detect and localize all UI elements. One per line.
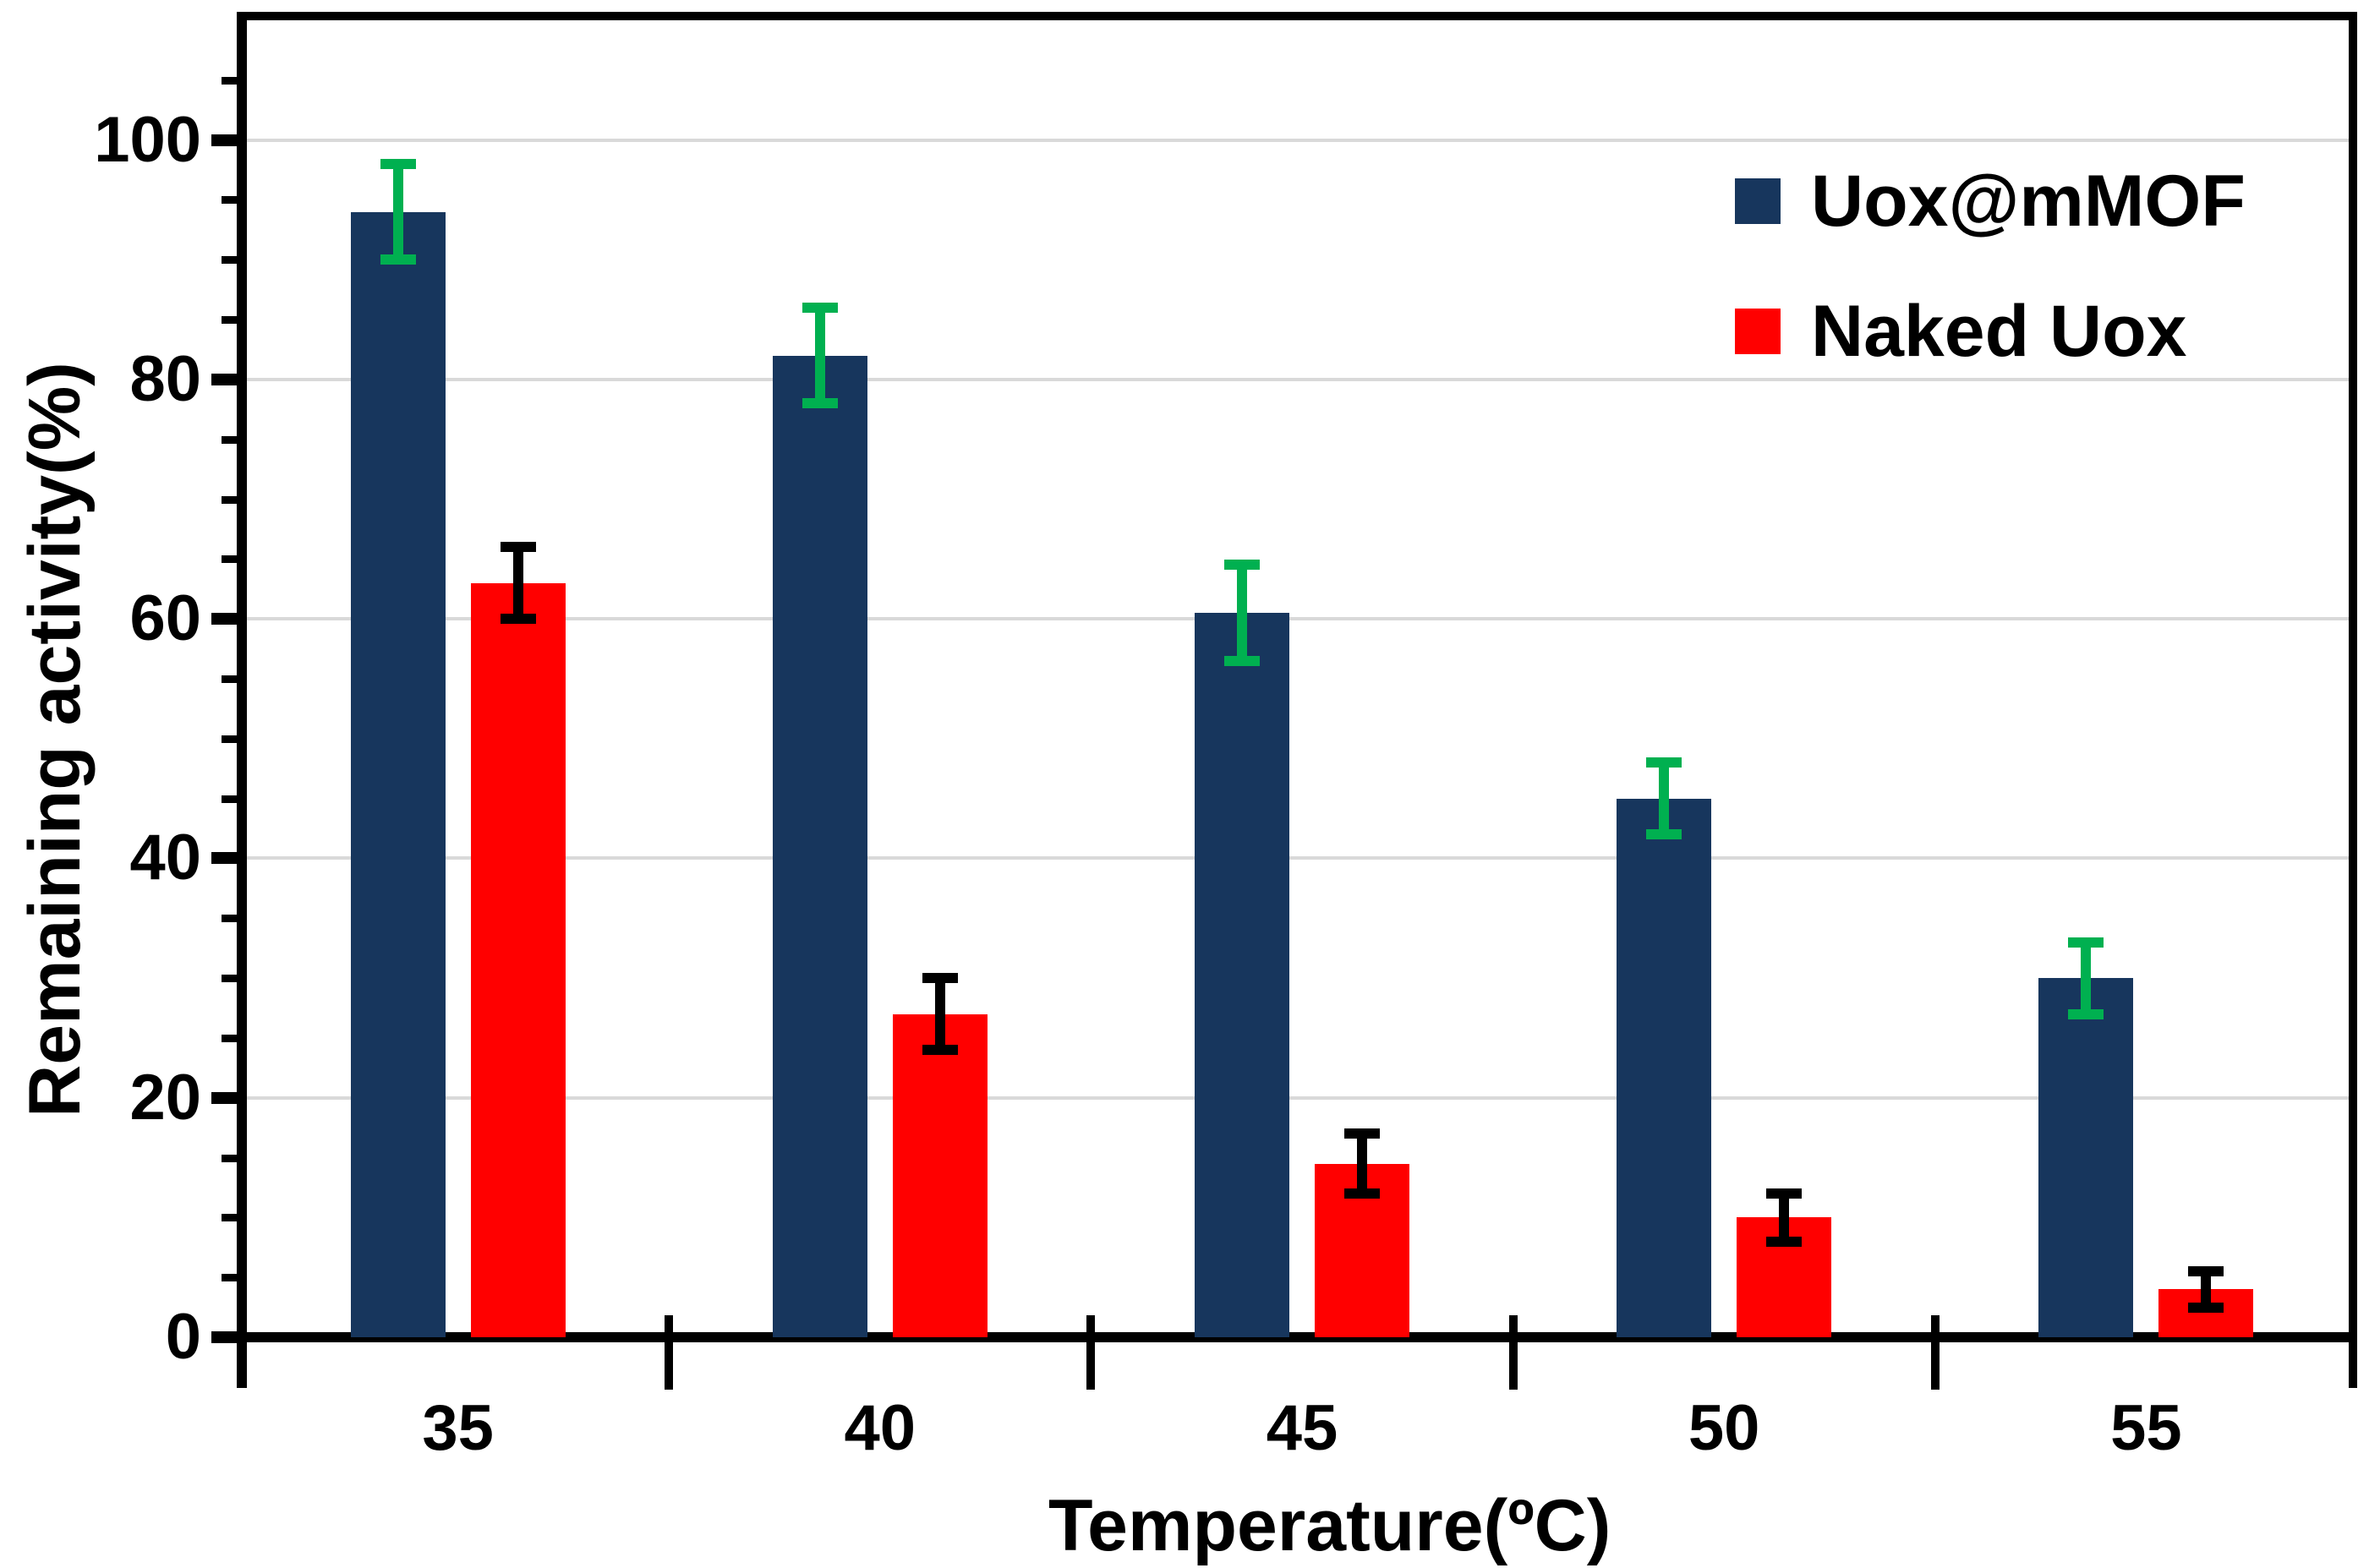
- plot-right-border: [2349, 12, 2357, 1388]
- y-axis-minor-tick: [222, 76, 247, 85]
- y-axis-minor-tick: [222, 735, 247, 743]
- error-bar-cap-bottom: [500, 614, 536, 625]
- y-axis-minor-tick: [222, 1274, 247, 1282]
- y-axis-minor-tick: [222, 495, 247, 504]
- y-tick-label: 0: [165, 1301, 201, 1373]
- y-tick-label: 20: [129, 1061, 201, 1134]
- x-tick-label: 40: [844, 1392, 916, 1464]
- y-axis-minor-tick: [222, 196, 247, 205]
- x-axis-tick: [1930, 1315, 1940, 1390]
- x-axis-tick: [1086, 1315, 1096, 1390]
- bar-uox-mmof-55: [2038, 978, 2134, 1337]
- error-bar-cap-bottom: [2068, 1008, 2104, 1019]
- bar-uox-mmof-50: [1617, 798, 1712, 1337]
- error-bar-cap-top: [2068, 937, 2104, 948]
- legend-label: Naked Uox: [1811, 291, 2187, 372]
- error-bar-stem: [1357, 1134, 1367, 1194]
- gridline: [247, 377, 2349, 381]
- error-bar-cap-top: [1344, 1128, 1380, 1139]
- gridline: [247, 617, 2349, 621]
- y-axis-major-tick: [211, 613, 247, 626]
- x-tick-label: 50: [1688, 1392, 1760, 1464]
- error-bar-cap-bottom: [1224, 655, 1260, 666]
- error-bar-stem: [1659, 762, 1670, 835]
- x-tick-label: 45: [1266, 1392, 1338, 1464]
- y-axis-minor-tick: [222, 675, 247, 683]
- y-axis-minor-tick: [222, 555, 247, 564]
- x-tick-label: 55: [2110, 1392, 2182, 1464]
- y-axis-major-tick: [211, 1331, 247, 1343]
- y-axis-minor-tick: [222, 975, 247, 983]
- x-axis-tick: [665, 1315, 674, 1390]
- plot-top-border: [237, 12, 2357, 20]
- error-bar-cap-bottom: [1646, 829, 1682, 840]
- y-tick-label: 100: [94, 103, 201, 176]
- y-tick-label: 60: [129, 582, 201, 655]
- error-bar-cap-bottom: [802, 398, 838, 409]
- bar-naked-uox-35: [470, 582, 566, 1337]
- error-bar-stem: [814, 307, 825, 404]
- error-bar-cap-bottom: [2188, 1302, 2224, 1313]
- error-bar-cap-bottom: [1344, 1188, 1380, 1199]
- y-axis-minor-tick: [222, 256, 247, 265]
- legend-swatch-uox-mmof: [1735, 178, 1781, 224]
- y-axis-minor-tick: [222, 435, 247, 444]
- y-axis-title: Remaining activity(%): [14, 362, 96, 1117]
- bar-uox-mmof-45: [1195, 613, 1289, 1337]
- error-bar-cap-top: [1224, 560, 1260, 571]
- y-axis-minor-tick: [222, 1034, 247, 1042]
- error-bar-stem: [2201, 1271, 2212, 1308]
- bar-uox-mmof-40: [772, 355, 867, 1337]
- error-bar-cap-top: [802, 302, 838, 313]
- bar-uox-mmof-35: [350, 211, 446, 1337]
- gridline: [247, 856, 2349, 860]
- error-bar-cap-top: [380, 158, 416, 169]
- y-axis-minor-tick: [222, 915, 247, 923]
- error-bar-cap-bottom: [1766, 1236, 1803, 1247]
- y-axis-major-tick: [211, 1091, 247, 1104]
- error-bar-stem: [2081, 942, 2092, 1014]
- legend-label: Uox@mMOF: [1811, 161, 2246, 242]
- y-axis-major-tick: [211, 373, 247, 385]
- y-axis-major-tick: [211, 134, 247, 146]
- y-axis-spine: [237, 12, 247, 1388]
- error-bar-cap-top: [500, 542, 536, 553]
- error-bar-cap-top: [1646, 757, 1682, 768]
- y-axis-minor-tick: [222, 316, 247, 325]
- x-axis-title: Temperature(ºC): [1048, 1485, 1611, 1566]
- error-bar-stem: [512, 547, 523, 620]
- y-axis-major-tick: [211, 852, 247, 865]
- legend-swatch-naked-uox: [1735, 309, 1781, 354]
- bar-naked-uox-40: [892, 1013, 988, 1337]
- error-bar-cap-bottom: [922, 1045, 958, 1056]
- y-axis-minor-tick: [222, 795, 247, 803]
- error-bar-stem: [1237, 565, 1247, 661]
- x-axis-tick: [1508, 1315, 1518, 1390]
- error-bar-cap-top: [2188, 1266, 2224, 1277]
- error-bar-stem: [934, 978, 945, 1051]
- y-tick-label: 40: [129, 822, 201, 894]
- y-axis-minor-tick: [222, 1214, 247, 1222]
- x-tick-label: 35: [422, 1392, 494, 1464]
- error-bar-stem: [1779, 1194, 1790, 1242]
- error-bar-cap-top: [1766, 1188, 1803, 1199]
- gridline: [247, 1095, 2349, 1100]
- y-tick-label: 80: [129, 342, 201, 415]
- error-bar-cap-bottom: [380, 254, 416, 265]
- error-bar-cap-top: [922, 973, 958, 984]
- error-bar-stem: [392, 163, 403, 260]
- y-axis-minor-tick: [222, 1154, 247, 1162]
- gridline: [247, 138, 2349, 142]
